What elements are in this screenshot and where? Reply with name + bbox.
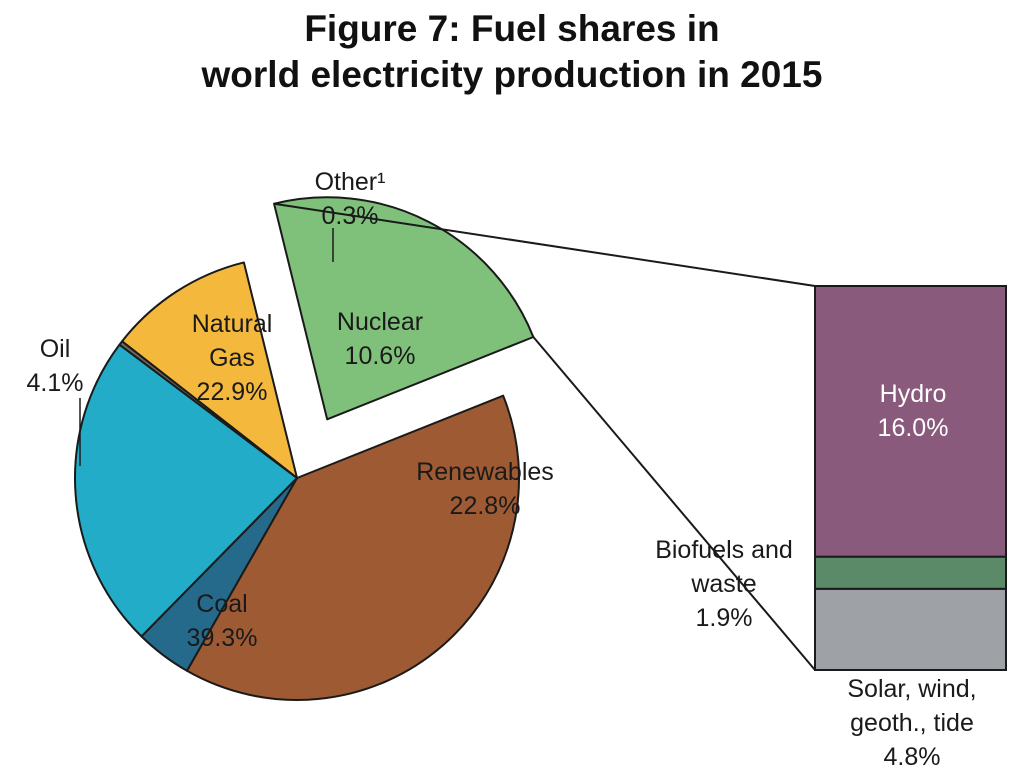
pie-slice-other: [118, 340, 298, 479]
slice-label-nuclear: Nuclear 10.6%: [337, 308, 423, 370]
bar-segment-hydro: [814, 285, 1007, 558]
pie-slice-natural-gas: [74, 343, 298, 638]
bar-segment-biofuels-and-waste: [814, 555, 1007, 590]
slice-label-renewables: Renewables 22.8%: [416, 458, 554, 520]
chart-title-line-1: Figure 7: Fuel shares in: [304, 8, 720, 49]
slice-label-natural-gas: Natural Gas 22.9%: [192, 310, 273, 406]
chart-title-line-2: world electricity production in 2015: [201, 54, 823, 95]
chart-title: Figure 7: Fuel shares in world electrici…: [0, 6, 1024, 98]
pie-slice-coal: [185, 394, 520, 701]
slice-label-coal: Coal 39.3%: [187, 590, 258, 652]
pie-slice-nuclear: [121, 261, 298, 479]
breakdown-connector-bottom: [532, 336, 816, 671]
bar-label-biofuels-and-waste: Biofuels and waste 1.9%: [655, 536, 793, 632]
slice-label-oil: Oil 4.1%: [27, 335, 84, 397]
bar-label-hydro: Hydro 16.0%: [878, 380, 949, 442]
bar-label-solar-wind-geoth-tide: Solar, wind, geoth., tide 4.8%: [847, 675, 976, 771]
bar-segment-solar-wind-geoth-tide: [814, 587, 1007, 671]
pie-slice-renewables: [273, 196, 535, 421]
breakdown-connector-top: [273, 202, 816, 287]
